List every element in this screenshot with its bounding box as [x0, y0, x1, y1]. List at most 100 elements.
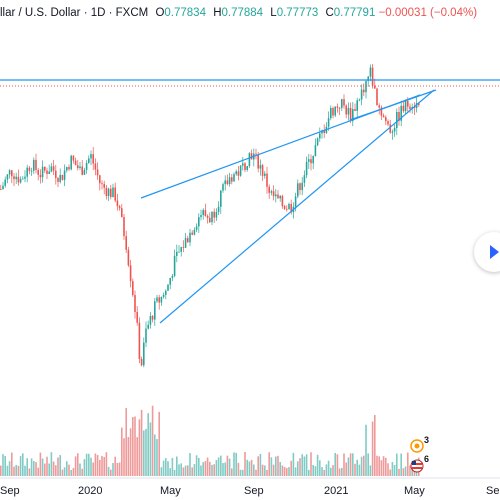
candle-body: [37, 169, 39, 175]
volume-bar: [52, 461, 55, 476]
candle-body: [72, 155, 75, 161]
volume-bar: [61, 469, 64, 476]
candle-body: [398, 112, 400, 121]
dividends-badge[interactable]: 6: [410, 454, 429, 473]
candle-body: [382, 115, 385, 118]
volume-bar: [270, 457, 273, 476]
volume-bar: [206, 457, 209, 476]
volume-bar: [369, 465, 372, 476]
volume-bar: [200, 465, 202, 476]
volume-bar: [13, 466, 15, 476]
x-tick-2020: 2020: [78, 485, 102, 497]
candle-body: [96, 169, 99, 176]
volume-bar: [330, 467, 332, 476]
volume-bar: [380, 460, 383, 476]
lower-trend-line[interactable]: [159, 89, 435, 324]
candle-body: [261, 165, 264, 176]
candle-body: [178, 251, 180, 253]
volume-bar: [222, 463, 224, 476]
volume-bar: [59, 455, 61, 476]
volume-bar: [204, 461, 207, 476]
candle-body: [239, 165, 242, 176]
candle-body: [147, 324, 149, 329]
volume-bar: [294, 467, 297, 476]
volume-bar: [354, 463, 356, 476]
volume-bar: [226, 455, 229, 476]
volume-bar: [343, 453, 345, 476]
candle-body: [389, 124, 391, 133]
candle-body: [343, 99, 345, 106]
candle-body: [140, 358, 143, 366]
volume-bar: [283, 466, 286, 476]
wedge-apex-line[interactable]: [349, 89, 437, 121]
candle-body: [321, 130, 323, 134]
volume-bar: [244, 452, 246, 476]
volume-bar: [415, 469, 418, 476]
volume-bar: [404, 466, 407, 476]
volume-bar: [264, 465, 266, 476]
volume-bar: [162, 460, 165, 476]
volume-bar: [327, 460, 330, 476]
candle-body: [279, 195, 281, 199]
volume-bar: [57, 457, 59, 476]
candle-body: [200, 215, 202, 218]
volume-bar: [363, 455, 365, 476]
volume-bar: [246, 459, 248, 476]
volume-bar: [77, 453, 79, 476]
volume-bar: [235, 452, 237, 476]
candle-body: [209, 217, 211, 223]
candle-body: [189, 232, 191, 243]
volume-bar: [275, 456, 277, 476]
candle-body: [138, 322, 141, 359]
volume-bar: [202, 462, 204, 476]
volume-bar: [198, 457, 200, 476]
volume-bar: [378, 456, 380, 476]
volume-bar: [68, 464, 70, 476]
candle-body: [4, 179, 6, 186]
candle-body: [396, 112, 398, 128]
candle-body: [244, 163, 246, 170]
open-value: 0.77834: [164, 7, 206, 19]
candle-body: [44, 166, 46, 171]
volume-bar: [257, 456, 259, 476]
candle-body: [228, 177, 231, 185]
candle-body: [191, 232, 193, 235]
candle-body: [198, 217, 200, 227]
candle-body: [206, 215, 209, 218]
volume-bar: [30, 458, 33, 476]
volume-bar: [17, 465, 20, 476]
high-value: 0.77884: [221, 7, 264, 19]
volume-bar: [195, 455, 198, 476]
volume-bar: [349, 453, 352, 476]
candle-body: [63, 170, 66, 180]
volume-bar: [176, 456, 178, 476]
x-tick-sep-2020: Sep: [244, 485, 264, 497]
volume-bar: [88, 453, 90, 476]
earnings-badge[interactable]: 3: [410, 435, 429, 453]
candle-body: [52, 166, 55, 171]
candle-body: [345, 105, 347, 115]
volume-bar: [99, 460, 101, 476]
volume-bar: [173, 469, 176, 476]
candle-body: [281, 195, 284, 207]
volume-bar: [79, 463, 81, 476]
x-tick-may-2020: May: [160, 485, 181, 497]
candle-body: [70, 155, 72, 170]
volume-bar: [365, 424, 367, 476]
candle-body: [418, 103, 420, 106]
volume-bar: [209, 461, 211, 476]
symbol-title[interactable]: llar / U.S. Dollar · 1D · FXCM: [0, 7, 149, 19]
volume-bar: [217, 457, 220, 476]
volume-bar: [277, 455, 279, 476]
candle-body: [187, 238, 189, 243]
scroll-to-realtime-button[interactable]: [474, 232, 500, 272]
volume-bar: [134, 416, 136, 476]
x-tick-may-2021: May: [404, 485, 425, 497]
candle-body: [112, 187, 114, 198]
volume-bar: [334, 452, 336, 476]
candle-body: [226, 180, 229, 185]
volume-bar: [83, 459, 86, 476]
candle-body: [22, 178, 24, 180]
candle-body: [101, 183, 103, 185]
